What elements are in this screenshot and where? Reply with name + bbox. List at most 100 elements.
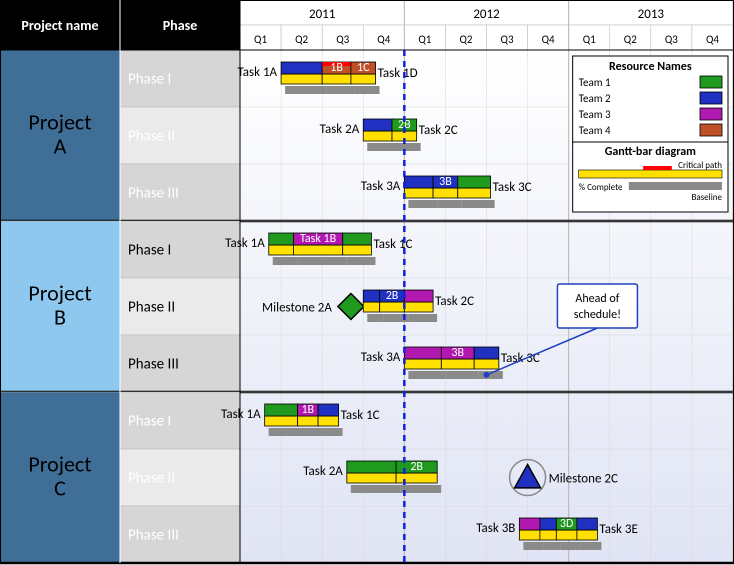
task-label: Task 3E [599,522,637,537]
quarter-label: Q4 [542,33,555,46]
baseline-bar [355,86,380,94]
year-label: 2011 [309,7,335,22]
task-progress-bg [441,359,474,369]
task-label-inside: Task 1B [300,232,337,246]
legend-baseline: Baseline [691,192,722,203]
baseline-bar [560,542,581,550]
task-label-inside: 1C [357,61,370,75]
task-progress-bg [474,359,499,369]
task-label: Task 1C [341,408,380,423]
task-label: Task 2C [419,123,458,138]
task-progress-bg [281,74,322,84]
task-label: Task 1D [378,66,418,81]
task-bar [577,518,598,530]
quarter-label: Q2 [459,33,472,46]
legend-team-label: Team 4 [579,124,611,137]
task-bar [318,404,339,416]
milestone-label: Milestone 2A [262,301,332,316]
task-bar [265,404,298,416]
task-label-inside: 3B [451,346,464,360]
task-label: Task 3A [361,179,401,194]
task-label: Task 3B [476,521,515,536]
quarter-label: Q1 [583,33,596,46]
phase-label: Phase II [128,470,175,488]
phase-label: Phase I [128,242,171,260]
quarter-label: Q3 [665,33,678,46]
quarter-label: Q2 [295,33,308,46]
task-bar [458,176,491,188]
baseline-bar [367,143,396,151]
legend-team-label: Team 2 [579,92,611,105]
task-label-inside: 1B [330,61,343,75]
legend-gantt-title: Gantt-bar diagram [605,145,696,159]
task-label-inside: 1B [301,403,314,417]
callout-text: Ahead of [575,292,619,306]
quarter-label: Q3 [501,33,514,46]
task-progress-bg [322,74,351,84]
task-bar [404,176,433,188]
task-progress-bg [577,530,598,540]
gantt-chart: Project namePhase2011Q1Q2Q3Q42012Q1Q2Q3Q… [0,0,734,565]
task-bar [519,518,540,530]
task-progress-bg [396,473,437,483]
task-progress-bg [433,188,458,198]
legend-pct: % Complete [579,182,623,193]
phase-label: Phase III [128,527,179,545]
project-name: Project [28,451,91,478]
baseline-bar [322,428,343,436]
baseline-bar [302,428,323,436]
year-label: 2012 [473,7,500,22]
task-label: Task 3C [501,351,540,366]
task-progress-bg [343,245,372,255]
phase-label: Phase II [128,128,175,146]
baseline-bar [326,86,355,94]
gantt-svg: Project namePhase2011Q1Q2Q3Q42012Q1Q2Q3Q… [0,0,734,565]
task-label-inside: 3D [560,517,573,531]
callout-text: schedule! [574,308,621,322]
quarter-label: Q2 [624,33,637,46]
task-label: Task 2C [435,294,474,309]
task-progress-bg [404,302,433,312]
task-progress-bg [265,416,298,426]
project-name: B [54,304,66,331]
task-bar [343,233,372,245]
baseline-bar [445,371,478,379]
baseline-bar [408,200,437,208]
task-progress-bg [556,530,577,540]
task-label: Task 3C [493,180,532,195]
task-progress-bg [269,245,294,255]
task-progress-bg [363,302,379,312]
task-label: Task 3A [361,350,401,365]
legend-critical: Critical path [678,160,722,171]
baseline-bar [544,542,560,550]
task-label-inside: 2B [386,289,399,303]
quarter-label: Q3 [336,33,349,46]
baseline-bar [285,86,326,94]
header-project-label: Project name [21,17,98,34]
quarter-label: Q1 [418,33,431,46]
task-progress-bg [347,473,396,483]
legend-swatch [700,124,722,136]
task-progress-bg [519,530,540,540]
baseline-bar [297,257,346,265]
task-bar [540,518,556,530]
task-progress-bg [293,245,342,255]
baseline-bar [523,542,544,550]
task-progress-bg [298,416,319,426]
legend-team-label: Team 3 [579,108,611,121]
legend-title: Resource Names [609,60,692,74]
legend-team-label: Team 1 [579,76,611,89]
task-label: Task 1C [373,237,412,252]
baseline-bar [269,428,302,436]
legend-swatch [700,92,722,104]
baseline-bar [437,200,462,208]
task-bar [363,119,392,131]
phase-label: Phase III [128,356,179,374]
baseline-bar [367,314,383,322]
quarter-label: Q1 [254,33,267,46]
task-progress-bg [363,131,392,141]
task-label: Task 2A [303,464,343,479]
task-label-inside: 3B [439,175,452,189]
task-bar [474,347,499,359]
quarter-label: Q4 [706,33,719,46]
